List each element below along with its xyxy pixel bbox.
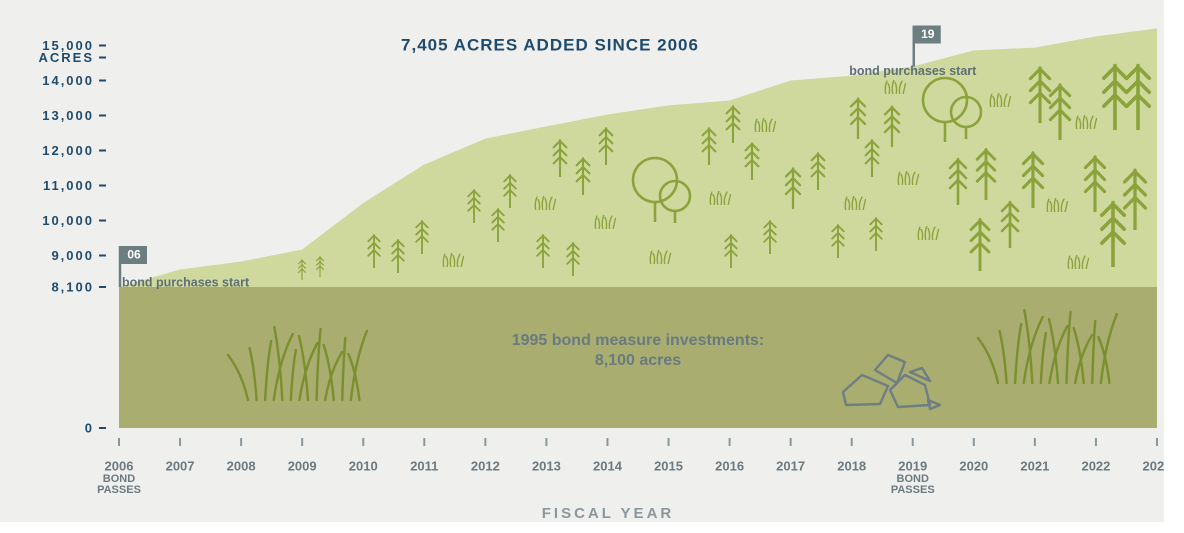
y-tick-label: 13,000: [42, 108, 94, 123]
y-tick-label: 14,000: [42, 73, 94, 88]
y-tick-label: 11,000: [43, 178, 94, 193]
x-tick-label: 2020: [959, 458, 988, 473]
page: 7,405 ACRES ADDED SINCE 2006 FISCAL YEAR…: [0, 0, 1184, 533]
x-axis-label: FISCAL YEAR: [542, 505, 674, 522]
y-tick-label: 10,000: [42, 213, 94, 228]
y-axis-label: ACRES: [38, 50, 94, 65]
x-tick-label: 2006: [105, 458, 134, 473]
y-tick-label: 0: [85, 420, 94, 435]
x-tick-label: 2019: [898, 458, 927, 473]
y-tick-label: 12,000: [42, 143, 94, 158]
x-tick-label: 2017: [776, 458, 805, 473]
x-tick-label: 2013: [532, 458, 561, 473]
y-tick-label: 8,100: [51, 279, 94, 294]
flag-label: 19: [921, 27, 935, 41]
x-tick-label: 2012: [471, 458, 500, 473]
annotation-text: bond purchases start: [122, 275, 250, 289]
chart-title: 7,405 ACRES ADDED SINCE 2006: [401, 35, 699, 54]
x-tick-label: 2014: [593, 458, 623, 473]
x-tick-note: BOND PASSES: [89, 474, 149, 496]
x-tick-label: 2010: [349, 458, 378, 473]
x-tick-label: 2007: [166, 458, 195, 473]
x-tick-label: 2009: [288, 458, 317, 473]
x-tick-note: BOND PASSES: [883, 474, 943, 496]
x-tick-label: 2021: [1020, 458, 1049, 473]
chart: 7,405 ACRES ADDED SINCE 2006 FISCAL YEAR…: [0, 0, 1164, 522]
annotation-text: bond purchases start: [849, 64, 977, 78]
x-tick-label: 2008: [227, 458, 256, 473]
y-tick-label: 9,000: [51, 248, 94, 263]
x-tick-label: 2018: [837, 458, 866, 473]
flag-label: 06: [127, 248, 141, 262]
base-text: 1995 bond measure investments: 8,100 acr…: [508, 331, 768, 371]
x-tick-label: 2023: [1143, 458, 1164, 473]
x-tick-label: 2016: [715, 458, 744, 473]
x-tick-label: 2015: [654, 458, 683, 473]
x-tick-label: 2011: [410, 458, 438, 473]
x-tick-label: 2022: [1081, 458, 1110, 473]
